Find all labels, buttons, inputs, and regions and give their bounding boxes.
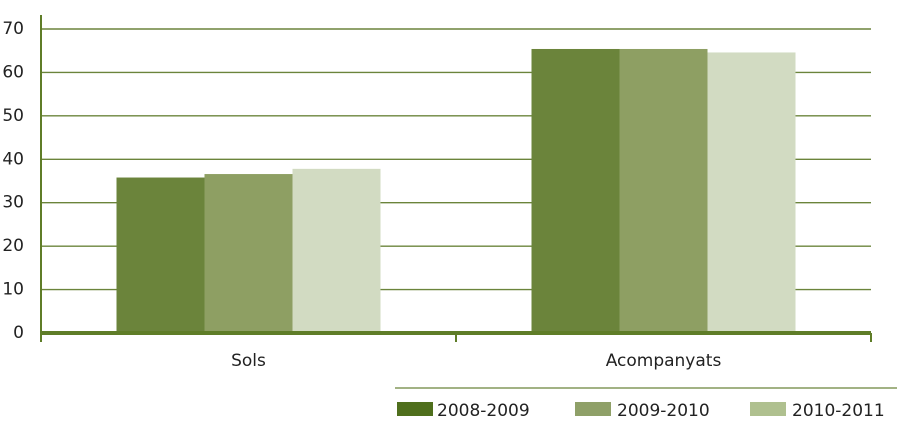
x-tick-label: Sols bbox=[231, 351, 266, 371]
bar-2008-2009-Sols bbox=[116, 177, 205, 333]
y-tick-label: 30 bbox=[2, 193, 24, 213]
y-tick-label: 20 bbox=[2, 236, 24, 256]
legend-label-2010-2011: 2010-2011 bbox=[792, 401, 885, 421]
bar-2010-2011-Acompanyats bbox=[707, 52, 796, 334]
y-tick-label: 40 bbox=[2, 149, 24, 169]
y-tick-label: 0 bbox=[13, 323, 24, 343]
legend-swatch-2010-2011 bbox=[750, 402, 786, 416]
y-tick-label: 60 bbox=[2, 62, 24, 82]
legend-swatch-2009-2010 bbox=[575, 402, 611, 416]
y-tick-label: 10 bbox=[2, 280, 24, 300]
legend-label-2008-2009: 2008-2009 bbox=[437, 401, 530, 421]
bar-2009-2010-Sols bbox=[204, 174, 293, 333]
x-tick-label: Acompanyats bbox=[606, 351, 722, 371]
bar-2010-2011-Sols bbox=[292, 168, 381, 333]
legend-label-2009-2010: 2009-2010 bbox=[617, 401, 710, 421]
y-tick-label: 50 bbox=[2, 106, 24, 126]
bar-2009-2010-Acompanyats bbox=[619, 48, 708, 333]
legend-swatch-2008-2009 bbox=[397, 402, 433, 416]
bar-2008-2009-Acompanyats bbox=[531, 48, 620, 333]
y-tick-label: 70 bbox=[2, 19, 24, 39]
